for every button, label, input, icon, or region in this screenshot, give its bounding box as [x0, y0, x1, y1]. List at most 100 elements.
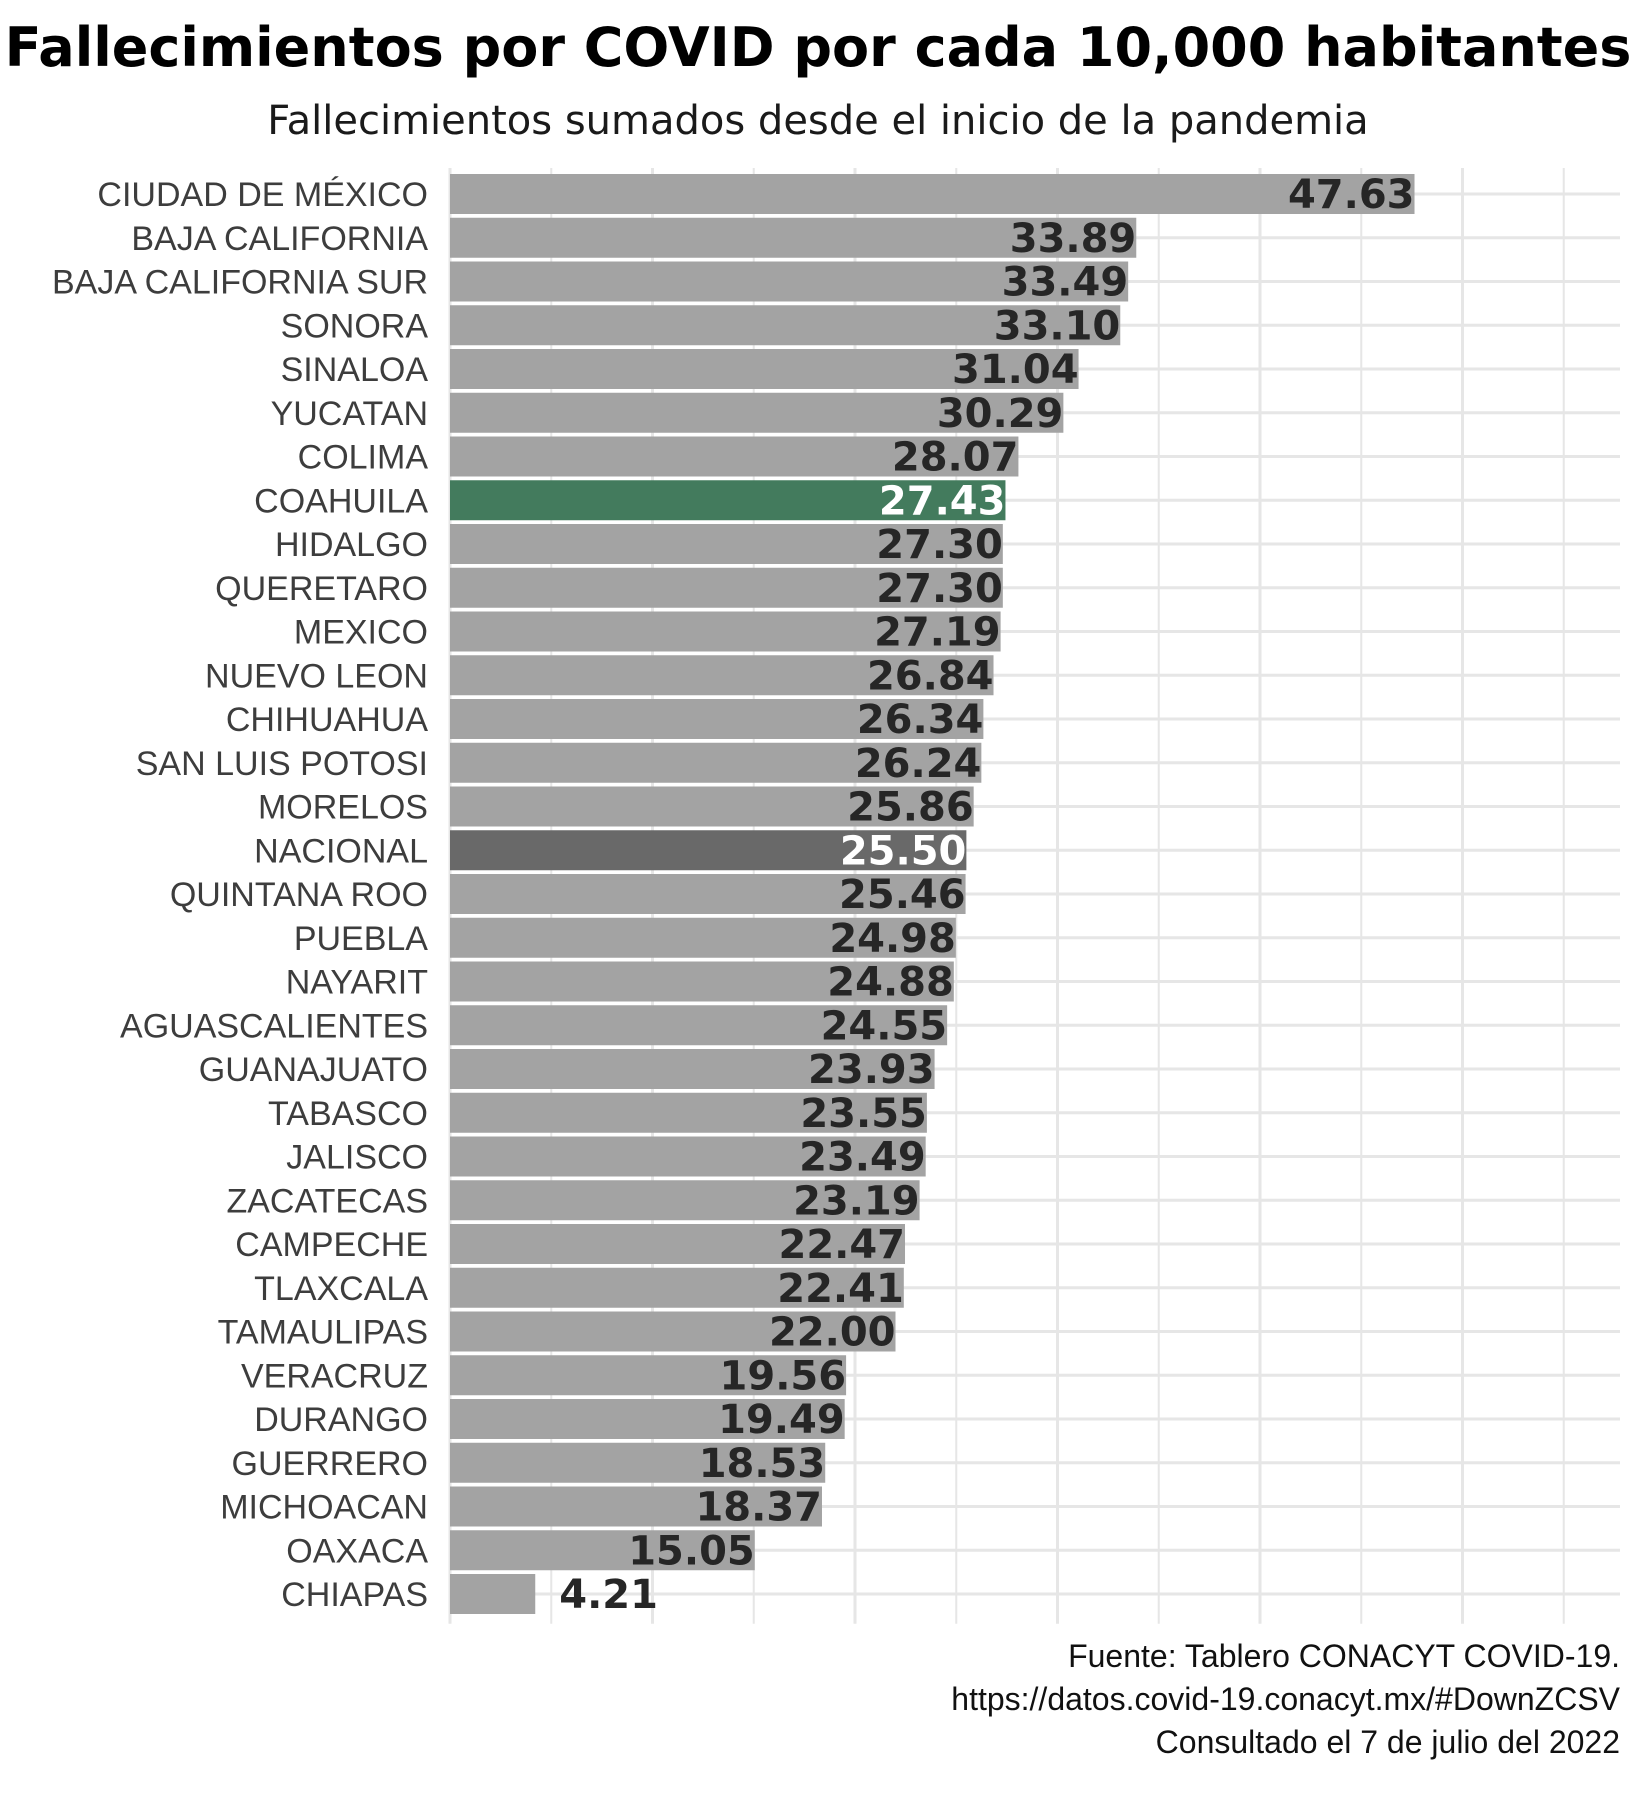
category-labels: CIUDAD DE MÉXICO BAJA CALIFORNIA BAJA CALI… [52, 176, 428, 1614]
value-label: 33.49 [1002, 260, 1129, 306]
category-label: ZACATECAS [226, 1182, 428, 1220]
category-label: AGUASCALIENTES [120, 1007, 428, 1045]
value-label: 22.41 [777, 1266, 904, 1312]
bar [450, 261, 1129, 302]
value-label: 19.49 [718, 1397, 845, 1443]
category-label: MORELOS [258, 789, 428, 827]
value-labels: 47.63 33.8933.4933.1031.0430.2928.0727.43… [559, 172, 1414, 1618]
bar [450, 1005, 948, 1046]
category-label: SAN LUIS POTOSI [136, 745, 428, 783]
category-label: OAXACA [286, 1532, 428, 1570]
category-label: MICHOACAN [220, 1489, 428, 1527]
category-label: CHIAPAS [281, 1576, 428, 1614]
value-label: 27.30 [876, 566, 1003, 612]
bar [450, 480, 1006, 521]
bar [450, 305, 1121, 346]
category-label: BAJA CALIFORNIA [131, 220, 428, 258]
value-label: 27.30 [876, 522, 1003, 568]
bar [450, 1224, 906, 1264]
bar [450, 1049, 935, 1089]
value-label: 26.34 [857, 697, 984, 743]
bar [450, 961, 954, 1002]
value-label: 22.47 [778, 1222, 905, 1268]
category-label: GUANAJUATO [199, 1051, 428, 1089]
value-label: 23.19 [793, 1178, 920, 1224]
bar [450, 1092, 927, 1133]
category-label: JALISCO [286, 1139, 428, 1177]
value-label: 28.07 [892, 435, 1019, 481]
category-label: CIUDAD DE MÉXICO [97, 176, 428, 214]
category-label: COLIMA [298, 439, 429, 477]
value-label: 22.00 [769, 1310, 896, 1356]
value-label: 27.43 [879, 478, 1006, 524]
bar [450, 436, 1019, 477]
category-label: NAYARIT [286, 964, 428, 1002]
bar [450, 874, 966, 914]
value-label: 47.63 [1288, 172, 1415, 218]
value-label: 15.05 [628, 1528, 755, 1574]
value-label: 26.84 [867, 653, 994, 699]
value-label: 18.37 [695, 1485, 822, 1531]
bar [450, 567, 1003, 608]
category-label: MEXICO [294, 614, 428, 652]
category-label: HIDALGO [275, 526, 428, 564]
bar [450, 1574, 536, 1614]
category-label: TLAXCALA [254, 1270, 428, 1308]
value-label: 25.46 [839, 872, 966, 918]
bar [450, 742, 982, 783]
value-label: 23.55 [800, 1091, 927, 1137]
bar [450, 1355, 847, 1396]
caption-date: Consultado el 7 de julio del 2022 [1156, 1724, 1620, 1760]
bar [450, 1530, 755, 1571]
category-label: TAMAULIPAS [218, 1314, 428, 1352]
chart-subtitle: Fallecimientos sumados desde el inicio d… [267, 98, 1368, 144]
category-label: COAHUILA [254, 482, 428, 520]
value-label: 23.49 [799, 1135, 926, 1181]
value-label: 18.53 [699, 1441, 826, 1487]
value-label: 25.86 [847, 785, 974, 831]
value-label: 25.50 [840, 828, 967, 874]
category-label: NUEVO LEON [205, 657, 428, 695]
bar [450, 349, 1079, 389]
bar [450, 1442, 826, 1483]
value-label: 19.56 [720, 1353, 847, 1399]
category-label: YUCATAN [271, 395, 428, 433]
bar [450, 1267, 904, 1308]
bar [450, 1136, 926, 1177]
category-label: SINALOA [281, 351, 429, 389]
category-label: QUERETARO [215, 570, 428, 608]
bar [450, 217, 1137, 258]
category-label: TABASCO [268, 1095, 428, 1133]
bars-group [450, 174, 1415, 1614]
value-label: 4.21 [559, 1572, 658, 1618]
bar [450, 786, 974, 827]
bar [450, 1311, 896, 1352]
value-label: 24.98 [829, 916, 956, 962]
category-label: CHIHUAHUA [226, 701, 428, 739]
bar [450, 917, 956, 958]
bar [450, 830, 967, 871]
value-label: 30.29 [937, 391, 1064, 437]
value-label: 24.88 [827, 960, 954, 1006]
caption-source: Fuente: Tablero CONACYT COVID-19. [1068, 1638, 1620, 1674]
category-label: GUERRERO [232, 1445, 428, 1483]
value-label: 24.55 [821, 1003, 948, 1049]
bar [450, 174, 1415, 214]
caption-url: https://datos.covid-19.conacyt.mx/#DownZ… [951, 1681, 1620, 1717]
category-label: VERACRUZ [241, 1357, 428, 1395]
category-label: QUINTANA ROO [170, 876, 428, 914]
value-label: 26.24 [855, 741, 982, 787]
category-label: NACIONAL [254, 832, 428, 870]
bar [450, 1486, 822, 1527]
value-label: 33.10 [994, 303, 1121, 349]
value-label: 27.19 [874, 610, 1001, 656]
value-label: 33.89 [1010, 216, 1137, 262]
bar [450, 392, 1064, 433]
category-label: PUEBLA [294, 920, 428, 958]
bar [450, 1180, 920, 1221]
chart-title: Fallecimientos por COVID por cada 10,000… [5, 16, 1632, 79]
bar [450, 655, 994, 696]
value-label: 31.04 [952, 347, 1079, 393]
bar [450, 1399, 845, 1439]
